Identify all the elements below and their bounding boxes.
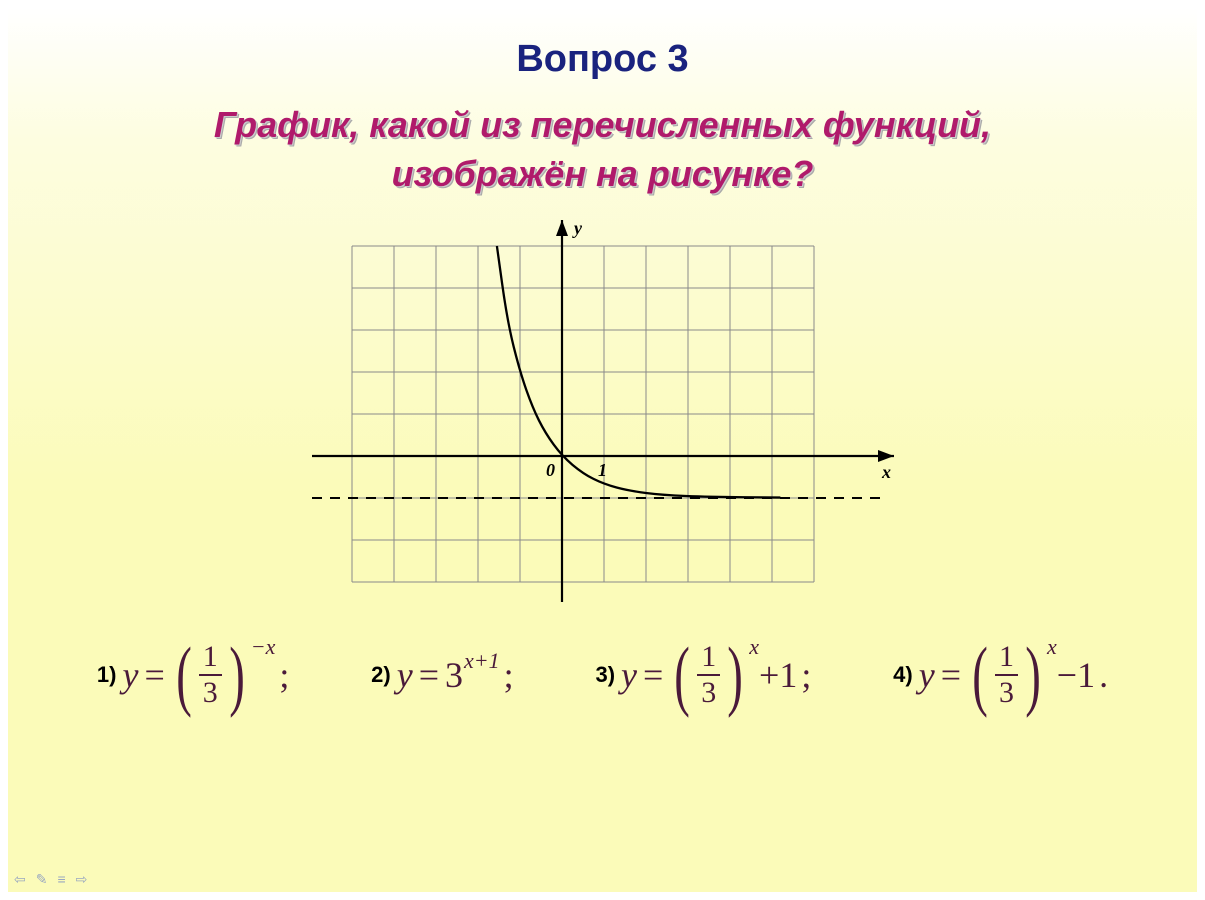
subtitle-line-2: изображён на рисунке? xyxy=(392,153,814,194)
chart-container: y x 0 1 xyxy=(38,216,1167,612)
fraction: 1 3 xyxy=(199,640,222,710)
svg-text:x: x xyxy=(881,462,891,482)
svg-text:1: 1 xyxy=(598,460,607,480)
option-formula: y = 3 x+1 ; xyxy=(397,654,514,696)
slide-subtitle: График, какой из перечисленных функций, … xyxy=(103,101,1103,198)
option-formula: y = ( 1 3 ) x −1 . xyxy=(919,640,1108,710)
answer-option-3[interactable]: 3) y = ( 1 3 ) x +1 ; xyxy=(595,640,811,710)
option-number: 1) xyxy=(97,662,117,688)
option-number: 4) xyxy=(893,662,913,688)
subtitle-line-1: График, какой из перечисленных функций, xyxy=(214,104,991,145)
svg-text:y: y xyxy=(572,218,583,238)
menu-icon[interactable]: ≡ xyxy=(57,871,65,888)
svg-text:0: 0 xyxy=(546,460,555,480)
function-graph: y x 0 1 xyxy=(302,216,904,612)
slide-toolbar: ⇦ ✎ ≡ ⇨ xyxy=(14,871,87,888)
option-number: 2) xyxy=(371,662,391,688)
option-formula: y = ( 1 3 ) −x ; xyxy=(122,640,289,710)
option-formula: y = ( 1 3 ) x +1 ; xyxy=(621,640,811,710)
prev-slide-icon[interactable]: ⇦ xyxy=(14,871,26,888)
fraction: 1 3 xyxy=(697,640,720,710)
next-slide-icon[interactable]: ⇨ xyxy=(76,871,88,888)
answer-option-4[interactable]: 4) y = ( 1 3 ) x −1 . xyxy=(893,640,1108,710)
fraction: 1 3 xyxy=(995,640,1018,710)
answer-options: 1) y = ( 1 3 ) −x ; 2) y = 3 x+1 xyxy=(38,640,1167,710)
answer-option-2[interactable]: 2) y = 3 x+1 ; xyxy=(371,654,514,696)
pen-icon[interactable]: ✎ xyxy=(36,871,48,888)
slide-title: Вопрос 3 xyxy=(38,38,1167,81)
slide: Вопрос 3 График, какой из перечисленных … xyxy=(8,8,1197,892)
answer-option-1[interactable]: 1) y = ( 1 3 ) −x ; xyxy=(97,640,289,710)
option-number: 3) xyxy=(595,662,615,688)
